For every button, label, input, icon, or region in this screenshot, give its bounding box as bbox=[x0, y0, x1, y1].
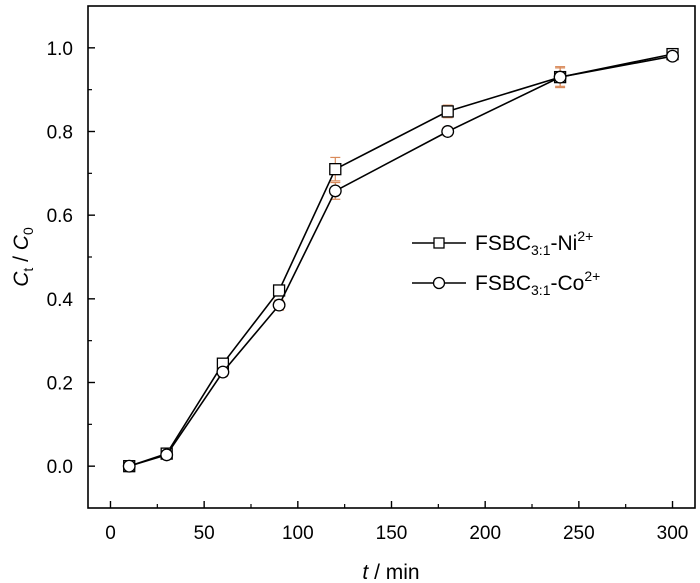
y-axis-title: Ct / C0 bbox=[10, 227, 36, 287]
legend: FSBC3:1-Ni2+ FSBC3:1-Co2+ bbox=[412, 228, 600, 298]
x-tick-label: 0 bbox=[105, 523, 116, 544]
data-point-circle bbox=[666, 49, 679, 63]
x-tick-label: 250 bbox=[563, 523, 595, 544]
series-ni bbox=[123, 47, 679, 473]
data-point-square bbox=[441, 105, 454, 118]
y-tick-label: 0.6 bbox=[47, 206, 73, 227]
x-tick-label: 300 bbox=[657, 523, 689, 544]
series-line bbox=[128, 53, 673, 467]
legend-item-co: FSBC3:1-Co2+ bbox=[412, 268, 600, 298]
legend-circle-marker bbox=[432, 276, 446, 290]
data-point-square bbox=[329, 162, 342, 176]
series-layer bbox=[122, 47, 679, 473]
data-point-circle bbox=[272, 298, 286, 312]
data-point-circle bbox=[160, 448, 174, 462]
data-point-square bbox=[272, 284, 286, 297]
legend-square-marker bbox=[433, 237, 445, 249]
y-tick-label: 0.8 bbox=[47, 123, 73, 144]
y-tick-label: 1.0 bbox=[47, 39, 73, 60]
y-tick-label: 0.0 bbox=[47, 457, 73, 478]
series-line bbox=[128, 55, 673, 467]
x-tick-label: 100 bbox=[282, 523, 314, 544]
data-point-circle bbox=[441, 125, 455, 138]
y-tick-label: 0.4 bbox=[47, 290, 74, 311]
tick-labels: 0 50 100 150 200 250 300 0.0 0.2 0.4 0.6 0.8 1.0 bbox=[47, 39, 689, 544]
x-tick-label: 50 bbox=[194, 523, 215, 544]
data-point-circle bbox=[553, 70, 567, 84]
legend-label-co: FSBC3:1-Co2+ bbox=[475, 268, 600, 298]
legend-label-ni: FSBC3:1-Ni2+ bbox=[475, 228, 593, 258]
data-point-circle bbox=[328, 184, 342, 198]
x-axis-title: t / min bbox=[362, 561, 419, 583]
data-point-circle bbox=[122, 459, 136, 473]
y-tick-label: 0.2 bbox=[47, 374, 73, 395]
series-co bbox=[122, 49, 679, 473]
data-point-circle bbox=[216, 365, 230, 379]
axis-ticks bbox=[88, 47, 674, 508]
x-tick-label: 150 bbox=[376, 523, 408, 544]
x-tick-label: 200 bbox=[469, 523, 501, 544]
legend-item-ni: FSBC3:1-Ni2+ bbox=[412, 228, 593, 258]
